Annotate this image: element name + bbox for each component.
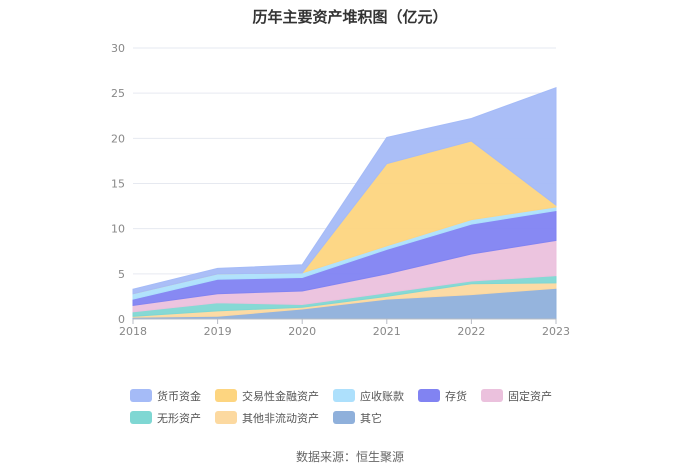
chart-title: 历年主要资产堆积图（亿元）: [252, 8, 448, 26]
legend-swatch: [130, 389, 152, 402]
legend-label: 其他非流动资产: [242, 411, 319, 425]
y-tick-label: 25: [111, 87, 125, 100]
legend: 货币资金 交易性金融资产 应收账款 存货 固定资产无形资产 其他非流动资产 其它: [130, 388, 600, 425]
y-tick-label: 30: [111, 42, 125, 55]
legend-item[interactable]: 存货: [418, 388, 467, 403]
y-tick-label: 15: [111, 178, 125, 191]
legend-item[interactable]: 交易性金融资产: [215, 388, 319, 403]
legend-swatch: [215, 411, 237, 424]
legend-item[interactable]: 货币资金: [130, 388, 201, 403]
area-series-7: [132, 87, 557, 295]
legend-label: 固定资产: [508, 389, 552, 403]
area-layer: [132, 87, 557, 320]
legend-label: 应收账款: [360, 389, 404, 403]
legend-swatch: [130, 411, 152, 424]
legend-item[interactable]: 无形资产: [130, 410, 201, 425]
x-tick-label: 2019: [204, 325, 232, 338]
legend-swatch: [418, 389, 440, 402]
legend-label: 无形资产: [157, 411, 201, 425]
legend-label: 存货: [445, 389, 467, 403]
legend-swatch: [215, 389, 237, 402]
legend-item[interactable]: 固定资产: [481, 388, 552, 403]
data-source: 数据来源：恒生聚源: [295, 450, 404, 464]
x-tick-label: 2018: [119, 325, 147, 338]
legend-swatch: [333, 389, 355, 402]
legend-item[interactable]: 应收账款: [333, 388, 404, 403]
y-tick-label: 0: [118, 313, 125, 326]
y-tick-label: 10: [111, 223, 125, 236]
legend-item[interactable]: 其它: [333, 410, 382, 425]
y-tick-label: 20: [111, 132, 125, 145]
x-tick-label: 2021: [373, 325, 401, 338]
x-tick-label: 2023: [542, 325, 570, 338]
legend-item[interactable]: 其他非流动资产: [215, 410, 319, 425]
x-tick-label: 2022: [457, 325, 485, 338]
legend-label: 其它: [360, 411, 382, 425]
legend-label: 交易性金融资产: [242, 389, 319, 403]
x-tick-label: 2020: [288, 325, 316, 338]
legend-label: 货币资金: [157, 389, 201, 403]
y-tick-label: 5: [118, 268, 125, 281]
legend-swatch: [333, 411, 355, 424]
legend-swatch: [481, 389, 503, 402]
axis-layer: 0 5 10 15 20 25 30 2018 2019 2020 2021 2022 2023: [111, 42, 570, 338]
